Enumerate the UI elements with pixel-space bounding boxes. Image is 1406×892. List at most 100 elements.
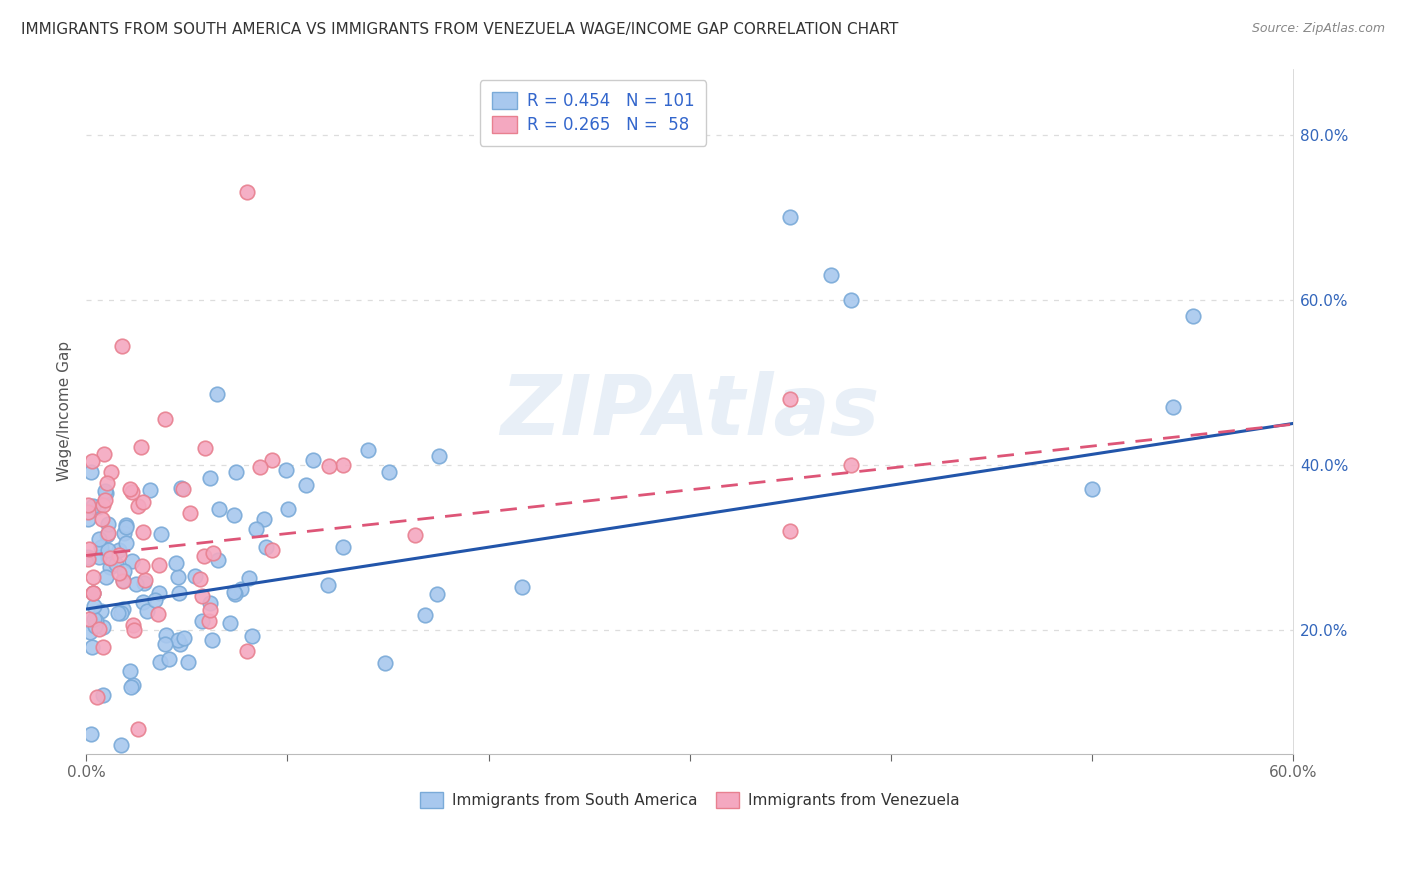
- Point: [262, 543, 284, 558]
- Point: [96, 486, 118, 500]
- Point: [238, 571, 260, 585]
- Point: [79, 612, 101, 626]
- Point: [122, 617, 145, 632]
- Point: [839, 293, 862, 307]
- Point: [148, 586, 170, 600]
- Point: [225, 465, 247, 479]
- Point: [97, 543, 120, 558]
- Point: [115, 536, 138, 550]
- Point: [332, 540, 354, 554]
- Point: [97, 550, 120, 565]
- Point: [111, 573, 134, 587]
- Point: [198, 603, 221, 617]
- Point: [167, 570, 190, 584]
- Point: [277, 501, 299, 516]
- Text: Source: ZipAtlas.com: Source: ZipAtlas.com: [1251, 22, 1385, 36]
- Point: [157, 652, 180, 666]
- Point: [229, 582, 252, 596]
- Point: [120, 665, 142, 679]
- Point: [153, 638, 176, 652]
- Point: [82, 586, 104, 600]
- Point: [236, 644, 259, 658]
- Point: [1081, 483, 1104, 497]
- Point: [87, 500, 110, 515]
- Point: [112, 525, 135, 540]
- Point: [87, 532, 110, 546]
- Point: [82, 586, 104, 600]
- Point: [96, 476, 118, 491]
- Point: [94, 484, 117, 499]
- Point: [1161, 400, 1184, 414]
- Point: [132, 494, 155, 508]
- Point: [91, 688, 114, 702]
- Point: [194, 441, 217, 455]
- Point: [276, 463, 298, 477]
- Point: [170, 482, 193, 496]
- Point: [245, 522, 267, 536]
- Point: [510, 580, 533, 594]
- Point: [207, 501, 229, 516]
- Point: [426, 587, 449, 601]
- Point: [378, 465, 401, 479]
- Point: [86, 690, 108, 704]
- Point: [172, 482, 194, 496]
- Point: [114, 520, 136, 534]
- Point: [332, 458, 354, 473]
- Point: [96, 528, 118, 542]
- Point: [131, 558, 153, 573]
- Point: [374, 657, 396, 671]
- Point: [93, 447, 115, 461]
- Point: [77, 512, 100, 526]
- Point: [207, 553, 229, 567]
- Y-axis label: Wage/Income Gap: Wage/Income Gap: [58, 341, 72, 481]
- Point: [110, 738, 132, 752]
- Point: [134, 576, 156, 591]
- Point: [107, 607, 129, 621]
- Point: [77, 505, 100, 519]
- Point: [294, 477, 316, 491]
- Point: [120, 680, 142, 694]
- Point: [79, 625, 101, 640]
- Point: [427, 450, 450, 464]
- Point: [132, 595, 155, 609]
- Point: [198, 596, 221, 610]
- Point: [91, 640, 114, 654]
- Point: [112, 574, 135, 588]
- Point: [121, 485, 143, 500]
- Point: [219, 615, 242, 630]
- Point: [91, 620, 114, 634]
- Point: [224, 585, 246, 599]
- Point: [139, 483, 162, 497]
- Point: [177, 655, 200, 669]
- Point: [779, 210, 801, 224]
- Point: [179, 506, 201, 520]
- Point: [97, 517, 120, 532]
- Point: [149, 655, 172, 669]
- Point: [301, 452, 323, 467]
- Point: [155, 627, 177, 641]
- Legend: Immigrants from South America, Immigrants from Venezuela: Immigrants from South America, Immigrant…: [413, 786, 966, 814]
- Point: [122, 678, 145, 692]
- Point: [191, 614, 214, 628]
- Point: [166, 633, 188, 648]
- Point: [83, 612, 105, 626]
- Point: [224, 587, 246, 601]
- Point: [122, 623, 145, 637]
- Point: [198, 470, 221, 484]
- Point: [83, 599, 105, 613]
- Point: [169, 637, 191, 651]
- Point: [201, 546, 224, 560]
- Point: [77, 541, 100, 556]
- Point: [110, 606, 132, 620]
- Point: [108, 548, 131, 562]
- Point: [254, 540, 277, 554]
- Point: [77, 498, 100, 512]
- Point: [86, 615, 108, 629]
- Point: [779, 392, 801, 406]
- Point: [124, 577, 146, 591]
- Point: [779, 524, 801, 538]
- Point: [80, 640, 103, 654]
- Point: [149, 526, 172, 541]
- Point: [839, 458, 862, 472]
- Point: [108, 566, 131, 580]
